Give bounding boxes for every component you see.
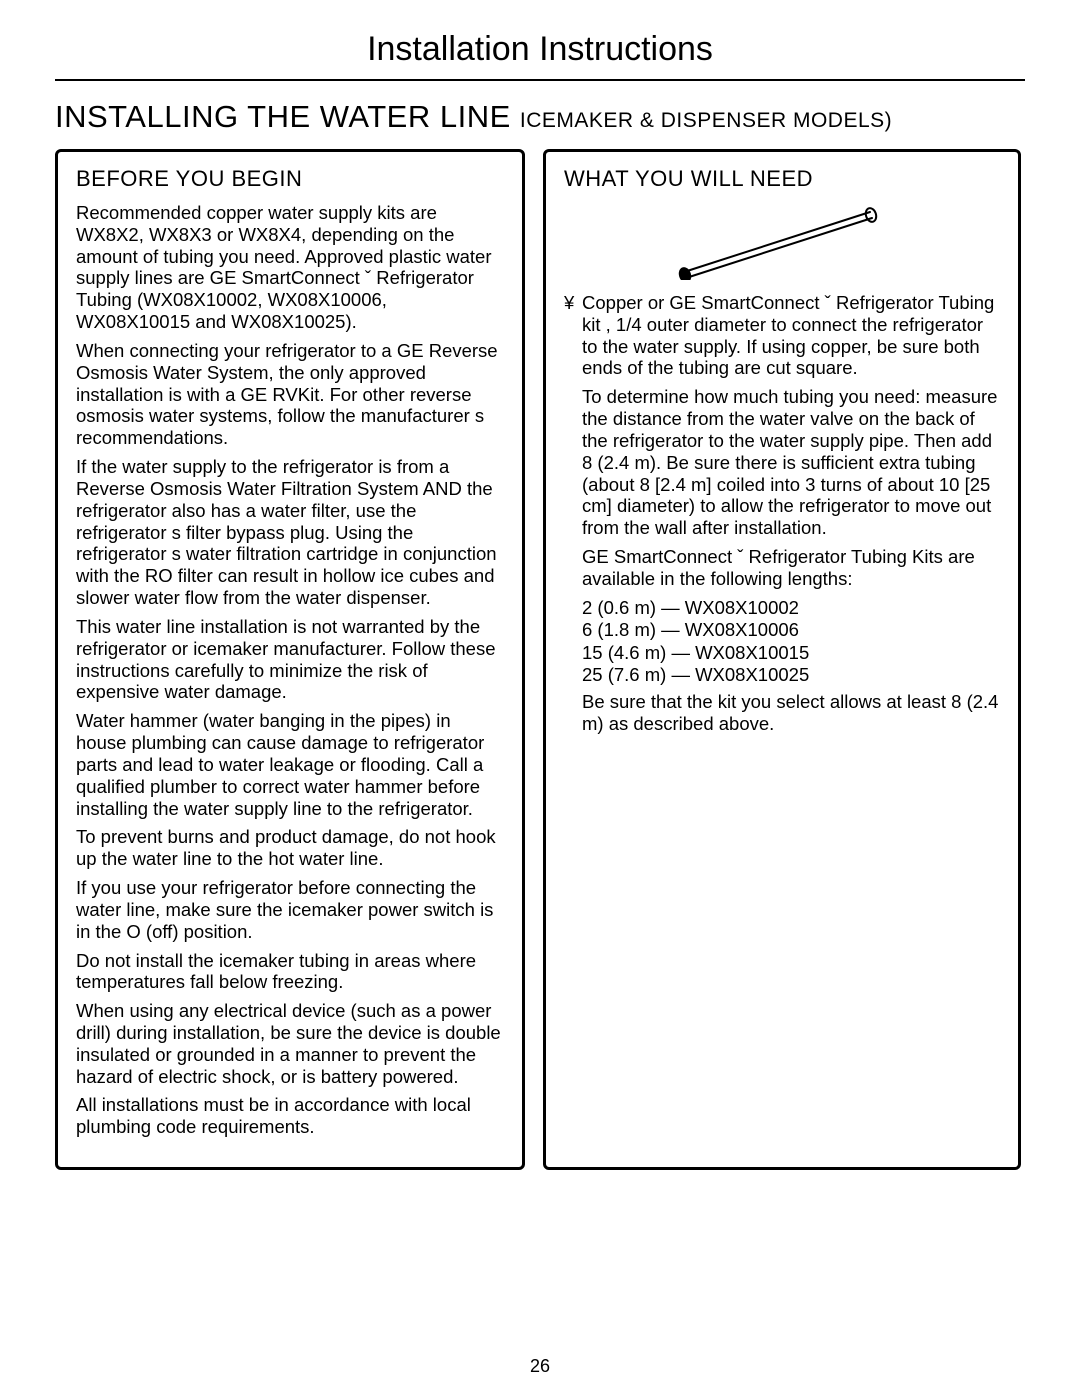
before-you-begin-box: BEFORE YOU BEGIN Recommended copper wate… bbox=[55, 149, 525, 1170]
bullet-text: Copper or GE SmartConnect ˇ Refrigerator… bbox=[582, 292, 1000, 379]
document-title: Installation Instructions bbox=[55, 30, 1025, 69]
kit-length-row: 25 (7.6 m) — WX08X10025 bbox=[564, 664, 1000, 687]
paragraph: Be sure that the kit you select allows a… bbox=[564, 691, 1000, 735]
kit-length-row: 6 (1.8 m) — WX08X10006 bbox=[564, 619, 1000, 642]
two-column-layout: BEFORE YOU BEGIN Recommended copper wate… bbox=[55, 149, 1025, 1170]
paragraph: If the water supply to the refrigerator … bbox=[76, 456, 504, 609]
kit-length-row: 15 (4.6 m) — WX08X10015 bbox=[564, 642, 1000, 665]
paragraph: GE SmartConnect ˇ Refrigerator Tubing Ki… bbox=[564, 546, 1000, 590]
section-title-sub: ICEMAKER & DISPENSER MODELS) bbox=[520, 109, 892, 132]
paragraph: To prevent burns and product damage, do … bbox=[76, 826, 504, 870]
paragraph: To determine how much tubing you need: m… bbox=[564, 386, 1000, 539]
what-you-will-need-box: WHAT YOU WILL NEED ¥ Copper or GE SmartC… bbox=[543, 149, 1021, 1170]
section-title-main: INSTALLING THE WATER LINE bbox=[55, 99, 511, 134]
paragraph: All installations must be in accordance … bbox=[76, 1094, 504, 1138]
before-you-begin-heading: BEFORE YOU BEGIN bbox=[76, 166, 504, 192]
bullet-item: ¥ Copper or GE SmartConnect ˇ Refrigerat… bbox=[564, 292, 1000, 379]
paragraph: If you use your refrigerator before conn… bbox=[76, 877, 504, 942]
bullet-marker: ¥ bbox=[564, 292, 582, 379]
paragraph: Recommended copper water supply kits are… bbox=[76, 202, 504, 333]
what-you-will-need-heading: WHAT YOU WILL NEED bbox=[564, 166, 1000, 192]
paragraph: Water hammer (water banging in the pipes… bbox=[76, 710, 504, 819]
tubing-icon bbox=[672, 202, 892, 280]
paragraph: When connecting your refrigerator to a G… bbox=[76, 340, 504, 449]
kit-length-row: 2 (0.6 m) — WX08X10002 bbox=[564, 597, 1000, 620]
section-title: INSTALLING THE WATER LINE ICEMAKER & DIS… bbox=[55, 99, 1025, 135]
paragraph: When using any electrical device (such a… bbox=[76, 1000, 504, 1087]
page-number: 26 bbox=[0, 1356, 1080, 1377]
title-divider bbox=[55, 79, 1025, 81]
paragraph: Do not install the icemaker tubing in ar… bbox=[76, 950, 504, 994]
paragraph: This water line installation is not warr… bbox=[76, 616, 504, 703]
